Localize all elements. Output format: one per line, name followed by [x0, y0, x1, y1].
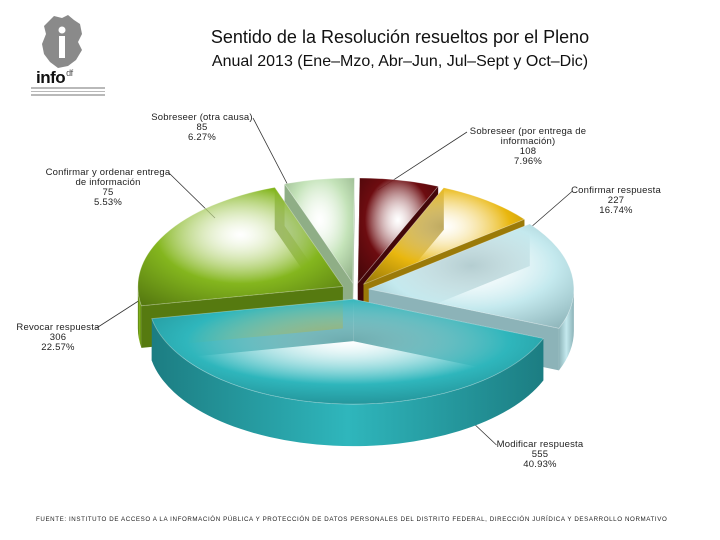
- slice-wall-confirmar-y-ordenar-entrega-de-informacion: [352, 177, 355, 325]
- slice-label-percent: 40.93%: [523, 459, 557, 470]
- slice-side-modificar-respuesta: [151, 318, 544, 447]
- leader-line-revocar-respuesta: [96, 299, 141, 329]
- slice-label-name: Confirmar respuesta: [571, 185, 661, 196]
- slice-label-percent: 7.96%: [514, 156, 542, 167]
- slice-side-revocar-respuesta: [137, 286, 142, 348]
- logo-wordmark: infodf: [36, 68, 73, 87]
- slice-label-name: Sobreseer (por entrega de información): [469, 126, 587, 147]
- slice-label-percent: 22.57%: [41, 342, 75, 353]
- chart-title: Sentido de la Resolución resueltos por e…: [210, 27, 590, 47]
- slice-label-name: Revocar respuesta: [16, 322, 100, 333]
- slice-label-percent: 16.74%: [599, 205, 633, 216]
- slice-label-name: Sobreseer (otra causa): [151, 112, 253, 123]
- source-footnote: FUENTE: INSTITUTO DE ACCESO A LA INFORMA…: [36, 516, 668, 523]
- slice-sobreseer-por-entrega-de-informacion: [363, 187, 526, 285]
- infodf-logo: infodf: [28, 14, 108, 96]
- slice-label-value: 555: [531, 449, 549, 460]
- leader-line-sobreseer-otra-causa: [252, 117, 293, 194]
- slice-label-percent: 6.27%: [188, 132, 216, 143]
- leader-line-confirmar-respuesta: [529, 190, 573, 229]
- slice-label-revocar-respuesta: Revocar respuesta 306 22.57%: [16, 323, 101, 353]
- chart-subtitle: Anual 2013 (Ene–Mzo, Abr–Jun, Jul–Sept y…: [211, 53, 589, 70]
- slice-modificar-respuesta: [151, 298, 545, 405]
- slice-confirmar-y-ordenar-entrega-de-informacion: [283, 177, 355, 285]
- slice-sobreseer-otra-causa: [357, 177, 439, 285]
- logo-tagline: [31, 87, 105, 98]
- slice-label-name: Confirmar y ordenar entrega de informaci…: [45, 167, 171, 188]
- slice-label-confirmar-respuesta: Confirmar respuesta 227 16.74%: [569, 186, 664, 216]
- infodf-logo-icon: [42, 15, 82, 68]
- slice-label-percent: 5.53%: [94, 197, 122, 208]
- slice-label-sobreseer-otra-causa: Sobreseer (otra causa) 85 6.27%: [147, 113, 257, 143]
- slice-label-sobreseer-por-entrega-de-informacion: Sobreseer (por entrega de información) 10…: [463, 127, 593, 167]
- slice-label-value: 306: [49, 332, 67, 343]
- slice-label-value: 227: [607, 195, 625, 206]
- slice-label-confirmar-y-ordenar-entrega-de-informacion: Confirmar y ordenar entrega de informaci…: [43, 168, 173, 208]
- slice-revocar-respuesta: [137, 186, 344, 307]
- slice-label-modificar-respuesta: Modificar respuesta 555 40.93%: [493, 440, 588, 470]
- slice-label-value: 85: [196, 122, 208, 133]
- slice-label-value: 75: [102, 187, 114, 198]
- slice-side-confirmar-respuesta: [558, 288, 574, 371]
- slice-label-value: 108: [519, 146, 537, 157]
- slice-label-name: Modificar respuesta: [496, 439, 584, 450]
- slice-confirmar-respuesta: [367, 223, 575, 329]
